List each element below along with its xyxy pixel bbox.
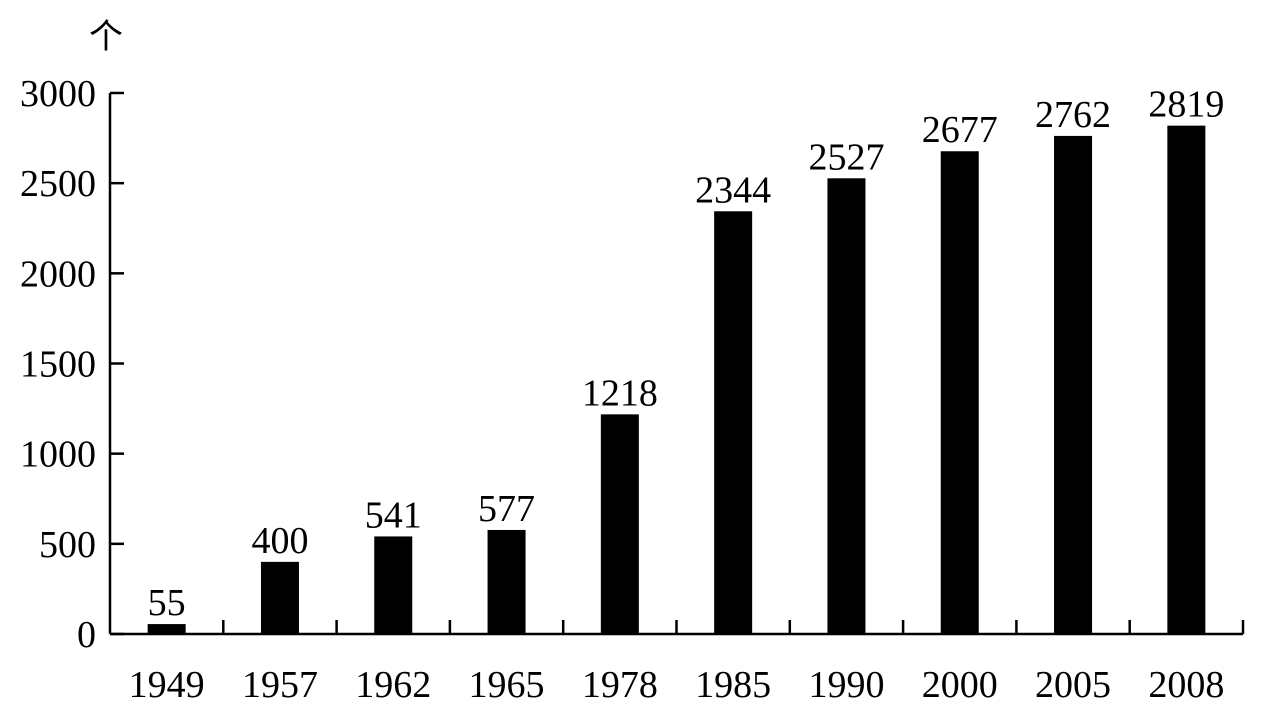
y-tick-label: 2500 xyxy=(20,163,96,205)
y-tick-label: 500 xyxy=(39,524,96,566)
x-tick-label: 1957 xyxy=(242,664,318,706)
bar xyxy=(714,211,753,635)
data-label: 2527 xyxy=(808,136,884,178)
x-tick-label: 1965 xyxy=(469,664,545,706)
bars xyxy=(147,125,1206,635)
data-label: 541 xyxy=(365,494,422,536)
bar xyxy=(827,178,866,634)
data-labels: 55 400 541 577 1218 2344 2527 2677 2762 2819 xyxy=(148,84,1225,624)
axes: 0 500 1000 1500 2000 2500 3000 1949 1957 1962 1965… xyxy=(20,73,1245,706)
data-label: 2762 xyxy=(1035,94,1111,136)
data-label: 1218 xyxy=(582,372,658,414)
y-tick-label: 1500 xyxy=(20,344,96,386)
x-tick-label: 1949 xyxy=(129,664,205,706)
x-tick-label: 1978 xyxy=(582,664,658,706)
y-tick-label: 2000 xyxy=(20,253,96,295)
data-label: 2344 xyxy=(695,169,771,211)
bar xyxy=(940,151,979,634)
bar xyxy=(147,624,186,634)
data-label: 2677 xyxy=(922,109,998,151)
x-tick-label: 2008 xyxy=(1148,664,1224,706)
bar xyxy=(260,561,299,634)
y-tick-label: 1000 xyxy=(20,434,96,476)
bar xyxy=(1167,125,1206,635)
bar xyxy=(600,414,639,634)
x-tick-label: 1962 xyxy=(355,664,431,706)
data-label: 2819 xyxy=(1148,84,1224,126)
data-label: 400 xyxy=(251,520,308,562)
data-label: 577 xyxy=(478,488,535,530)
x-tick-label: 2005 xyxy=(1035,664,1111,706)
x-tick-label: 1990 xyxy=(808,664,884,706)
data-label: 55 xyxy=(148,582,186,624)
x-tick-label: 2000 xyxy=(922,664,998,706)
bar xyxy=(487,529,526,634)
y-tick-label: 3000 xyxy=(20,73,96,115)
bar xyxy=(1054,135,1093,635)
y-tick-label: 0 xyxy=(77,614,96,656)
bar xyxy=(374,536,413,634)
y-axis-unit-label: 个 xyxy=(89,19,123,56)
x-tick-label: 1985 xyxy=(695,664,771,706)
